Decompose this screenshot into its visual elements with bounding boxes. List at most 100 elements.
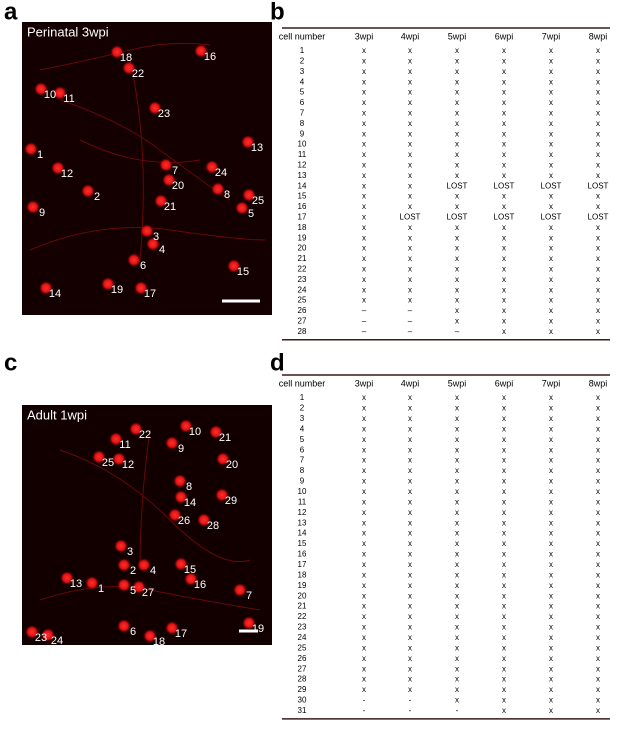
table-cell: 5 <box>300 88 305 97</box>
table-cell: LOST <box>494 213 515 222</box>
table-cell: x <box>596 150 600 159</box>
cell-label: 21 <box>219 432 231 444</box>
cell-soma <box>173 474 187 488</box>
table-cell: x <box>502 602 506 611</box>
table-cell: x <box>549 696 553 705</box>
cell-label: 3 <box>127 546 133 558</box>
table-cell: x <box>596 254 600 263</box>
table-cell: x <box>502 685 506 694</box>
table-cell: x <box>502 317 506 326</box>
table-cell: x <box>596 477 600 486</box>
table-cell: 6 <box>300 98 305 107</box>
column-header: 6wpi <box>495 378 514 388</box>
table-cell: 11 <box>298 497 307 506</box>
cell-label: 18 <box>120 52 132 64</box>
table-cell: x <box>549 529 553 538</box>
cell-label: 5 <box>130 585 136 597</box>
table-cell: 4 <box>300 77 305 86</box>
table-cell: x <box>549 612 553 621</box>
cell-label: 5 <box>248 208 254 220</box>
table-cell: - <box>363 696 366 705</box>
table-cell: x <box>502 560 506 569</box>
cell-soma <box>51 161 65 175</box>
table-cell: x <box>549 265 553 274</box>
cell-soma <box>117 558 131 572</box>
table-cell: x <box>362 518 366 527</box>
column-header: 4wpi <box>401 378 420 388</box>
table-cell: x <box>362 487 366 496</box>
table-cell: x <box>362 612 366 621</box>
table-cell: 10 <box>298 487 307 496</box>
table-cell: x <box>502 550 506 559</box>
table-cell: x <box>549 424 553 433</box>
cell-label: 29 <box>225 495 237 507</box>
table-cell: LOST <box>588 213 609 222</box>
table-cell: x <box>408 633 412 642</box>
table-cell: 12 <box>298 508 307 517</box>
table-cell: x <box>549 77 553 86</box>
table-cell: x <box>549 518 553 527</box>
table-cell: x <box>455 612 459 621</box>
table-cell: x <box>549 560 553 569</box>
cell-label: 19 <box>111 284 123 296</box>
table-cell: x <box>502 643 506 652</box>
panel-letter: d <box>270 349 285 376</box>
table-cell: x <box>408 414 412 423</box>
table-cell: x <box>408 497 412 506</box>
table-cell: – <box>408 317 413 326</box>
cell-label: 17 <box>175 628 187 640</box>
cell-soma <box>134 281 148 295</box>
table-cell: 15 <box>298 539 307 548</box>
table-cell: x <box>455 518 459 527</box>
cell-label: 28 <box>207 520 219 532</box>
table-cell: x <box>502 233 506 242</box>
table-cell: x <box>455 109 459 118</box>
cell-soma <box>205 160 219 174</box>
table-cell: x <box>549 623 553 632</box>
table-cell: x <box>408 265 412 274</box>
table-cell: x <box>455 664 459 673</box>
table-cell: x <box>502 254 506 263</box>
table-cell: x <box>362 98 366 107</box>
table-cell: x <box>408 466 412 475</box>
table-cell: x <box>455 445 459 454</box>
table-cell: x <box>502 129 506 138</box>
table-cell: 13 <box>298 171 307 180</box>
cell-soma <box>242 188 256 202</box>
cell-soma <box>114 539 128 553</box>
table-cell: x <box>362 424 366 433</box>
table-cell: x <box>502 424 506 433</box>
table-cell: x <box>408 57 412 66</box>
table-cell: – <box>362 327 367 336</box>
table-cell: 10 <box>298 140 307 149</box>
table-cell: x <box>502 664 506 673</box>
table-cell: x <box>549 404 553 413</box>
table-cell: x <box>362 539 366 548</box>
table-cell: x <box>549 675 553 684</box>
cell-soma <box>101 277 115 291</box>
table-cell: 23 <box>298 623 307 632</box>
table-cell: x <box>408 435 412 444</box>
table-cell: x <box>549 254 553 263</box>
table-cell: x <box>408 675 412 684</box>
table-cell: x <box>362 181 366 190</box>
table-cell: 21 <box>298 602 307 611</box>
cell-label: 17 <box>144 288 156 300</box>
table-cell: x <box>549 445 553 454</box>
cell-label: 24 <box>215 167 227 179</box>
table-cell: x <box>549 275 553 284</box>
table-cell: x <box>455 265 459 274</box>
table-cell: – <box>408 306 413 315</box>
table-cell: x <box>362 57 366 66</box>
table-cell: x <box>408 570 412 579</box>
table-cell: x <box>502 57 506 66</box>
table-cell: x <box>549 327 553 336</box>
cell-label: 1 <box>98 583 104 595</box>
table-cell: x <box>502 612 506 621</box>
table-cell: x <box>596 456 600 465</box>
table-cell: x <box>408 508 412 517</box>
table-cell: x <box>502 539 506 548</box>
table-cell: x <box>549 67 553 76</box>
cell-label: 26 <box>178 515 190 527</box>
